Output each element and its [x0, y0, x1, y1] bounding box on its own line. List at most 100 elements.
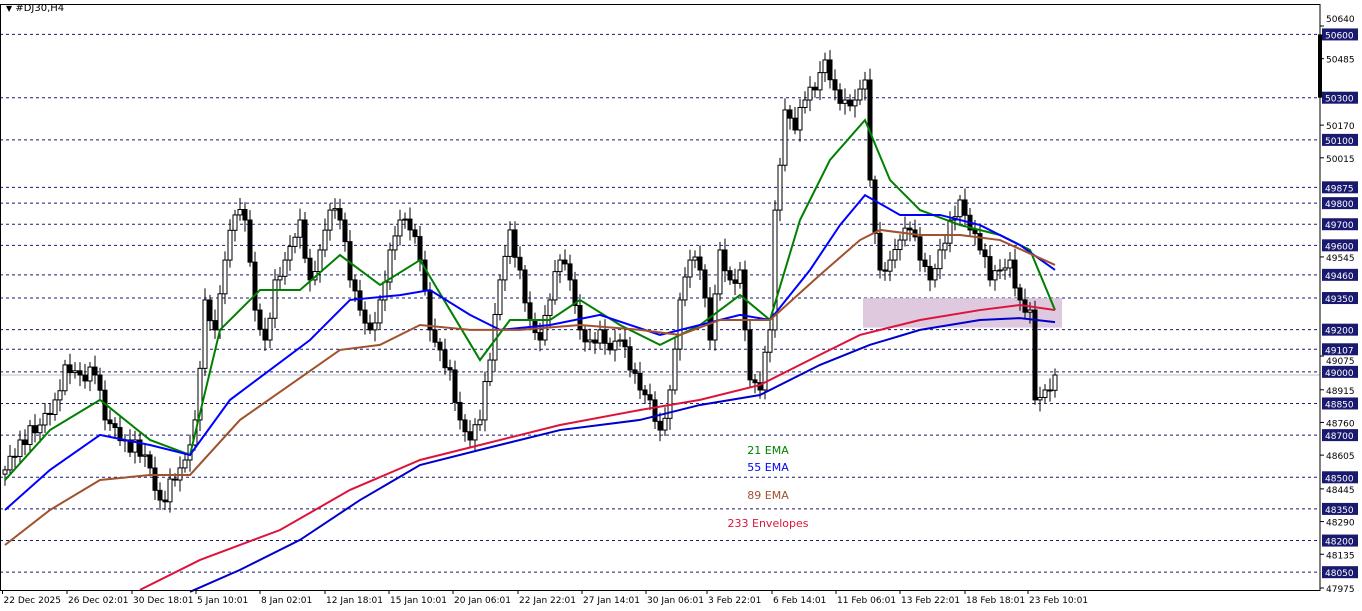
- triangle-down-icon[interactable]: ▼: [6, 4, 13, 13]
- candle: [562, 249, 568, 271]
- candle-body: [892, 249, 898, 261]
- level-label: 49460: [1325, 272, 1354, 282]
- x-tick-label: 27 Jan 14:01: [583, 596, 640, 606]
- candle: [177, 456, 183, 492]
- candle-body: [52, 399, 58, 415]
- candle: [332, 198, 338, 219]
- indicator-line-1: [4, 193, 1056, 511]
- level-label-bg: [1322, 268, 1358, 281]
- candle: [607, 337, 613, 355]
- candle: [962, 188, 968, 227]
- candle-body: [1042, 389, 1048, 398]
- candle: [782, 98, 788, 172]
- level-label-bg: [1322, 365, 1358, 378]
- candle: [1042, 384, 1048, 403]
- candle: [452, 360, 458, 412]
- candle-body: [682, 276, 688, 301]
- candle-body: [717, 249, 723, 295]
- candle: [297, 208, 303, 249]
- candle-body: [277, 275, 283, 281]
- candle-body: [997, 269, 1003, 272]
- legend-ema89: 89 EMA: [747, 489, 789, 502]
- candle: [272, 269, 278, 329]
- candle-body: [907, 227, 913, 231]
- candle: [347, 230, 353, 288]
- candle: [87, 362, 93, 392]
- candle-body: [232, 214, 238, 231]
- indicator-line-3: [139, 303, 1056, 591]
- level-label: 48050: [1325, 569, 1354, 579]
- candle-body: [522, 269, 528, 304]
- x-tick-label: 8 Jan 02:01: [261, 596, 312, 606]
- candle: [442, 338, 448, 375]
- candle-body: [917, 236, 923, 261]
- candle: [197, 361, 203, 432]
- candle: [1007, 252, 1013, 278]
- chart-frame: [0, 4, 1321, 591]
- candle: [922, 252, 928, 273]
- candle-body: [1027, 309, 1033, 313]
- candle: [2, 465, 8, 486]
- candle: [602, 319, 608, 355]
- candle: [387, 242, 393, 290]
- candle: [712, 284, 718, 351]
- candle-body: [937, 249, 943, 270]
- candle: [702, 264, 708, 308]
- candle: [182, 453, 188, 473]
- candle: [557, 254, 563, 284]
- candle: [212, 309, 218, 339]
- candle-body: [482, 381, 488, 421]
- x-tick-label: 23 Feb 10:01: [1029, 596, 1088, 606]
- candle-body: [407, 218, 413, 231]
- level-label-bg: [1322, 197, 1358, 210]
- candle-body: [132, 439, 138, 453]
- candle: [612, 329, 618, 362]
- candle: [662, 407, 668, 436]
- candle-body: [572, 279, 578, 307]
- candle-body: [22, 439, 28, 445]
- candle-body: [412, 229, 418, 238]
- candle: [67, 353, 73, 385]
- level-label: 48700: [1325, 432, 1354, 442]
- candle: [977, 223, 983, 255]
- candle: [582, 325, 588, 352]
- candle: [632, 362, 638, 384]
- candle: [987, 245, 993, 287]
- candle: [207, 294, 213, 331]
- candle: [262, 317, 268, 351]
- candle-body: [647, 394, 653, 401]
- candle-body: [1012, 259, 1018, 289]
- candle-body: [672, 348, 678, 391]
- candle-body: [882, 269, 888, 272]
- candle-body: [457, 401, 463, 421]
- candle-body: [537, 332, 543, 341]
- y-tick-label: 48915: [1326, 387, 1355, 397]
- candle: [1037, 386, 1043, 412]
- candle-body: [832, 79, 838, 91]
- candle: [592, 332, 598, 354]
- candle: [547, 293, 553, 328]
- candle: [732, 268, 738, 295]
- candle-body: [817, 72, 823, 91]
- level-label-bg: [1322, 28, 1358, 41]
- candle-body: [452, 369, 458, 403]
- candle: [137, 431, 143, 463]
- candle-body: [37, 424, 43, 434]
- candle-body: [507, 229, 513, 257]
- candle: [362, 301, 368, 335]
- candle: [372, 311, 378, 342]
- candle: [852, 89, 858, 118]
- candle-body: [1017, 287, 1023, 301]
- candle: [417, 225, 423, 272]
- candle: [747, 319, 753, 387]
- candle-body: [267, 317, 273, 341]
- candle-body: [432, 329, 438, 343]
- candle: [677, 292, 683, 361]
- candle: [587, 328, 593, 351]
- candle-body: [982, 249, 988, 258]
- candle-body: [387, 249, 393, 283]
- candle-body: [922, 259, 928, 267]
- candle: [127, 429, 133, 458]
- candle-body: [592, 339, 598, 344]
